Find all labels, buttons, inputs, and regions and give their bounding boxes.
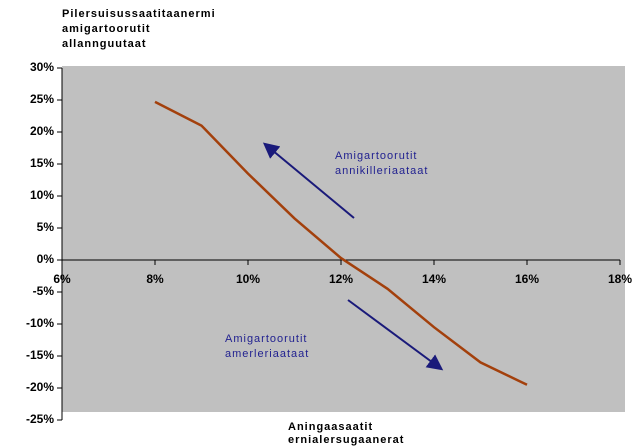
y-axis-label: allannguutaat (62, 38, 147, 50)
y-tick-label: 15% (30, 156, 54, 170)
annotation: amerleriaataat (225, 348, 309, 360)
y-tick-label: 0% (37, 252, 55, 266)
arrow (347, 299, 444, 371)
y-tick-label: -5% (33, 284, 55, 298)
x-tick-label: 14% (422, 272, 446, 286)
x-tick-label: 18% (608, 272, 632, 286)
y-tick-label: 20% (30, 124, 54, 138)
annotation: Amigartoorutit (225, 333, 307, 345)
x-axis-label: Aningaasaatit (288, 421, 373, 433)
line-series (154, 100, 528, 386)
x-tick-label: 10% (236, 272, 260, 286)
y-tick-label: -20% (26, 380, 54, 394)
arrow (262, 142, 355, 219)
x-axis-label: ernialersugaanerat (288, 434, 404, 446)
x-tick-label: 8% (146, 272, 164, 286)
y-axis-label: Pilersuisussaatitaanermi (62, 8, 216, 20)
y-tick-label: 5% (37, 220, 55, 234)
x-tick-label: 16% (515, 272, 539, 286)
x-tick-label: 6% (53, 272, 71, 286)
annotation: annikilleriaataat (335, 165, 428, 177)
y-tick-label: -15% (26, 348, 54, 362)
y-tick-label: -10% (26, 316, 54, 330)
plot-area (62, 66, 625, 412)
y-tick-label: 25% (30, 92, 54, 106)
y-tick-label: 30% (30, 60, 54, 74)
x-tick-label: 12% (329, 272, 353, 286)
annotation: Amigartoorutit (335, 150, 417, 162)
y-axis-label: amigartoorutit (62, 23, 151, 35)
y-tick-label: 10% (30, 188, 54, 202)
y-tick-label: -25% (26, 412, 54, 426)
